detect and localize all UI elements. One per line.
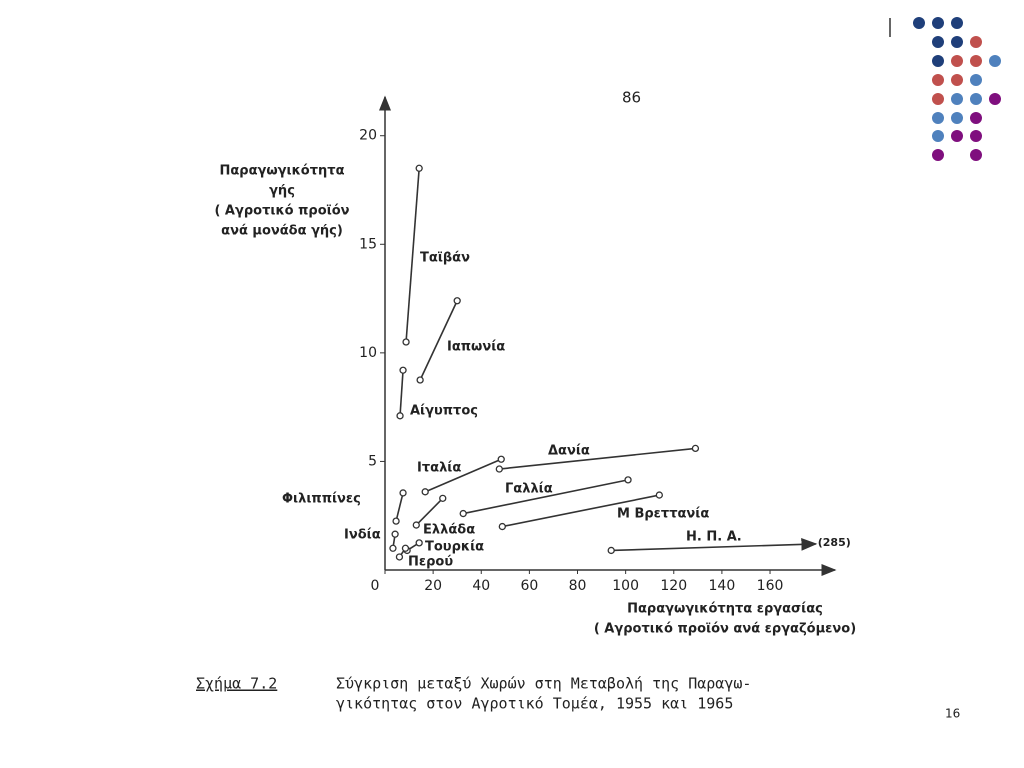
y-axis-label: ( Αγροτικό προϊόν bbox=[214, 204, 349, 219]
x-axis-label: ( Αγροτικό προϊόν ανά εργαζόμενο) bbox=[594, 622, 856, 637]
data-point bbox=[655, 491, 663, 499]
data-point bbox=[399, 366, 407, 374]
series-label: Αίγυπτος bbox=[410, 404, 478, 419]
y-axis-label: γής bbox=[269, 184, 295, 199]
x-tick-label: 160 bbox=[757, 578, 784, 594]
y-tick-label: 15 bbox=[359, 236, 377, 252]
data-point bbox=[624, 476, 632, 484]
series-line bbox=[419, 300, 458, 381]
series-label: Μ Βρεττανία bbox=[617, 507, 709, 522]
data-point bbox=[389, 544, 397, 552]
data-point bbox=[412, 521, 420, 529]
data-point bbox=[691, 444, 700, 453]
x-tick-label: 120 bbox=[660, 578, 687, 594]
page-number: 86 bbox=[622, 89, 641, 107]
y-tick-label: 10 bbox=[359, 345, 377, 361]
x-axis-label: Παραγωγικότητα εργασίας bbox=[627, 602, 823, 617]
series-label: Ελλάδα bbox=[423, 523, 475, 538]
series-label: Φιλιππίνες bbox=[282, 492, 361, 507]
data-point bbox=[498, 522, 506, 531]
data-point bbox=[401, 544, 410, 552]
series-line bbox=[405, 168, 420, 343]
data-point bbox=[421, 488, 429, 496]
x-tick-label: 20 bbox=[424, 578, 442, 594]
data-point bbox=[416, 376, 424, 384]
decoration bbox=[889, 17, 1001, 161]
y-tick-label: 5 bbox=[368, 453, 377, 469]
data-point bbox=[439, 494, 447, 502]
annotation: (285) bbox=[818, 536, 851, 549]
data-point bbox=[415, 164, 423, 172]
data-point bbox=[395, 553, 404, 561]
series-label: Ινδία bbox=[344, 528, 381, 543]
x-tick-label: 60 bbox=[520, 578, 538, 594]
series-line bbox=[463, 479, 629, 515]
x-tick-label: 140 bbox=[709, 578, 736, 594]
series-line bbox=[499, 447, 696, 470]
series-line bbox=[395, 492, 404, 522]
data-point bbox=[495, 465, 503, 473]
series-label: Ιταλία bbox=[417, 461, 461, 476]
data-point bbox=[415, 539, 423, 547]
x-tick-label: 100 bbox=[612, 578, 639, 594]
data-point bbox=[391, 530, 399, 538]
y-axis-label: ανά μονάδα γής) bbox=[221, 224, 343, 239]
data-point bbox=[497, 455, 505, 463]
data-point bbox=[399, 489, 407, 497]
caption-label: Σχήμα 7.2 bbox=[196, 675, 277, 693]
data-point bbox=[453, 297, 461, 305]
caption: γικότητας στον Αγροτικό Τομέα, 1955 και … bbox=[336, 695, 733, 713]
y-axis-label: Παραγωγικότητα bbox=[219, 164, 344, 179]
series-label: Ταϊβάν bbox=[420, 251, 470, 266]
series-label: Τουρκία bbox=[425, 540, 484, 555]
series-label: Η. Π. Α. bbox=[686, 530, 742, 545]
series-label: Γαλλία bbox=[505, 482, 553, 497]
series-label: Περού bbox=[408, 555, 453, 570]
data-point bbox=[392, 517, 400, 525]
slide-number: 16 bbox=[945, 707, 960, 721]
series-line bbox=[424, 458, 502, 493]
series-line bbox=[611, 538, 818, 552]
series-line bbox=[502, 494, 660, 528]
series-line bbox=[415, 497, 444, 526]
caption: Σύγκριση μεταξύ Χωρών στη Μεταβολή της Π… bbox=[336, 675, 751, 693]
x-tick-label: 40 bbox=[472, 578, 490, 594]
data-point bbox=[402, 338, 410, 346]
data-point bbox=[459, 509, 467, 518]
data-point bbox=[607, 546, 615, 555]
y-tick-label: 20 bbox=[359, 128, 377, 144]
series-line bbox=[399, 370, 404, 416]
series-label: Ιαπωνία bbox=[447, 340, 505, 355]
x-tick-label: 0 bbox=[371, 578, 380, 594]
series-label: Δανία bbox=[548, 444, 590, 459]
data-point bbox=[396, 412, 404, 420]
x-tick-label: 80 bbox=[569, 578, 587, 594]
